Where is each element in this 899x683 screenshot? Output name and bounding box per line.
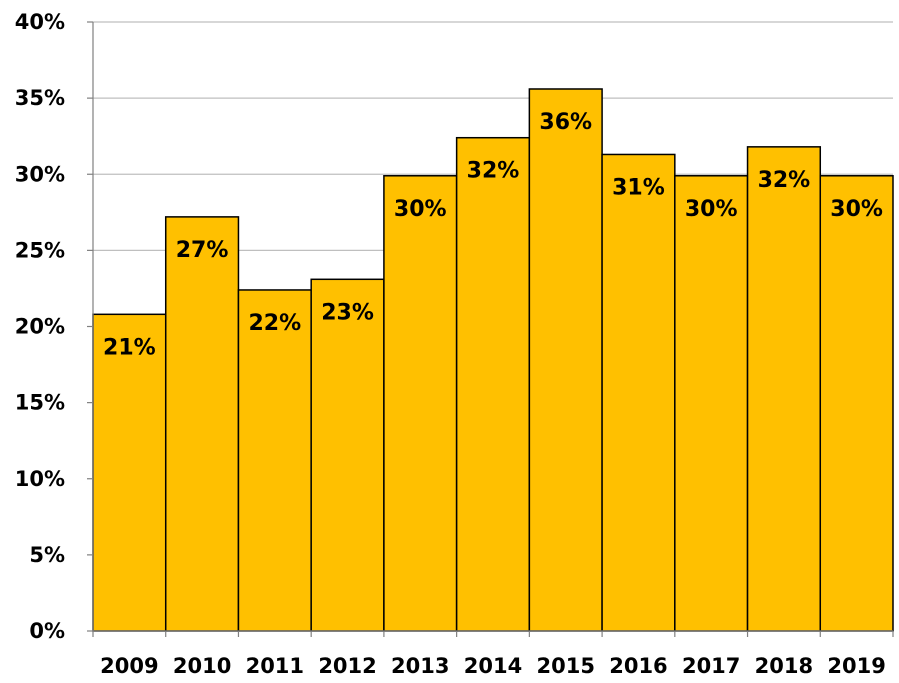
bar-2011 <box>237 289 312 632</box>
data-label-2012: 23% <box>321 300 374 325</box>
data-label-2011: 22% <box>248 311 301 336</box>
bar-2010 <box>164 216 240 632</box>
y-tick-label: 40% <box>15 10 65 34</box>
y-tick-label: 25% <box>15 238 65 262</box>
y-tick-label: 15% <box>15 391 65 415</box>
x-tick-label: 2015 <box>537 654 595 678</box>
x-tick-label: 2011 <box>246 654 304 678</box>
bar-2018 <box>746 146 822 632</box>
data-label-2009: 21% <box>103 335 156 360</box>
data-label-2015: 36% <box>539 110 592 135</box>
x-tick-label: 2018 <box>755 654 813 678</box>
x-tick-label: 2013 <box>391 654 449 678</box>
data-label-2016: 31% <box>612 175 665 200</box>
bar-2017 <box>674 175 749 632</box>
data-labels: 21% 27% 22% 23% 30% 32% 36% 31% 30% 32% 30% <box>103 110 883 360</box>
y-tick-label: 20% <box>15 315 65 339</box>
y-tick-label: 35% <box>15 86 65 110</box>
y-tick-label: 0% <box>29 619 65 643</box>
x-tick-label: 2009 <box>100 654 158 678</box>
y-tick-label: 10% <box>15 467 65 491</box>
data-label-2019: 30% <box>830 197 883 222</box>
data-label-2014: 32% <box>467 159 520 184</box>
x-tick-label: 2012 <box>318 654 376 678</box>
bar-2013 <box>383 175 458 632</box>
x-tick-label: 2010 <box>173 654 231 678</box>
data-label-2013: 30% <box>394 197 447 222</box>
bars <box>92 88 894 632</box>
data-label-2010: 27% <box>176 238 229 263</box>
x-tick-label: 2014 <box>464 654 522 678</box>
bar-2012 <box>310 278 385 632</box>
bar-2016 <box>601 153 676 632</box>
axes <box>87 21 894 637</box>
x-tick-label: 2016 <box>609 654 667 678</box>
x-axis-tick-labels: 2009 2010 2011 2012 2013 2014 2015 2016 2017 2018… <box>100 654 886 678</box>
x-tick-label: 2019 <box>827 654 885 678</box>
bar-2015 <box>528 88 603 632</box>
y-tick-label: 30% <box>15 162 65 186</box>
x-tick-label: 2017 <box>682 654 740 678</box>
y-tick-label: 5% <box>29 543 65 567</box>
data-label-2018: 32% <box>758 168 811 193</box>
data-label-2017: 30% <box>685 197 738 222</box>
bar-2009 <box>92 313 167 632</box>
y-axis-tick-labels: 0% 5% 10% 15% 20% 25% 30% 35% 40% <box>15 10 65 643</box>
bar-2019 <box>819 175 894 632</box>
bar-2014 <box>455 136 531 632</box>
